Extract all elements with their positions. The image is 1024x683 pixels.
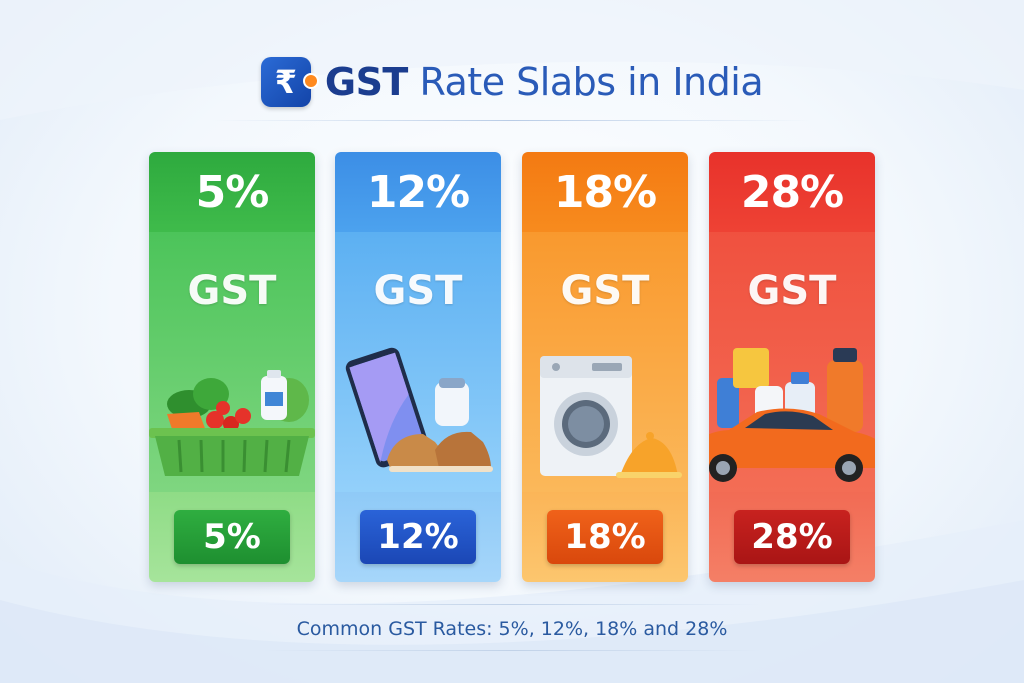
grocery-basket-icon [149,370,315,476]
title-row: ₹ GST Rate Slabs in India [0,52,1024,112]
slab-rate: 18% [522,152,688,232]
slab-card-5: 5% GST 5% [149,152,315,582]
slab-body: GST [149,232,315,492]
slab-card-12: 12% GST 12% [335,152,501,582]
slab-rate: 5% [149,152,315,232]
car-cosmetics-icon [709,348,875,482]
rupee-glyph: ₹ [274,63,297,101]
logo-dot [302,73,319,89]
slab-badge: 28% [734,510,850,564]
footer-divider-bottom [262,650,762,651]
slab-footer: 18% [522,492,688,582]
slab-gst-label: GST [373,268,463,314]
slab-footer: 5% [149,492,315,582]
slab-rate: 28% [709,152,875,232]
footer-divider-top [262,604,762,605]
slab-gst-label: GST [187,268,277,314]
slab-footer: 28% [709,492,875,582]
title-strong: GST [324,60,408,104]
rupee-logo-icon: ₹ [260,57,319,107]
smartphone-shoes-icon [345,347,493,472]
slab-gst-label: GST [747,268,837,314]
slab-badge: 5% [174,510,290,564]
title-divider [212,120,812,121]
footer-caption: Common GST Rates: 5%, 12%, 18% and 28% [296,618,728,640]
slab-badge: 12% [360,510,476,564]
slab-body: GST [335,232,501,492]
slab-rate: 12% [335,152,501,232]
washing-machine-icon [540,356,682,478]
title-rest: Rate Slabs in India [419,60,764,104]
slab-gst-label: GST [560,268,650,314]
slab-footer: 12% [335,492,501,582]
slab-body: GST [522,232,688,492]
slab-card-18: 18% GST 18% [522,152,688,582]
slab-card-28: 28% GST 28% [709,152,875,582]
page-title: GST Rate Slabs in India [324,60,764,104]
slab-body: GST [709,232,875,492]
slab-badge: 18% [547,510,663,564]
